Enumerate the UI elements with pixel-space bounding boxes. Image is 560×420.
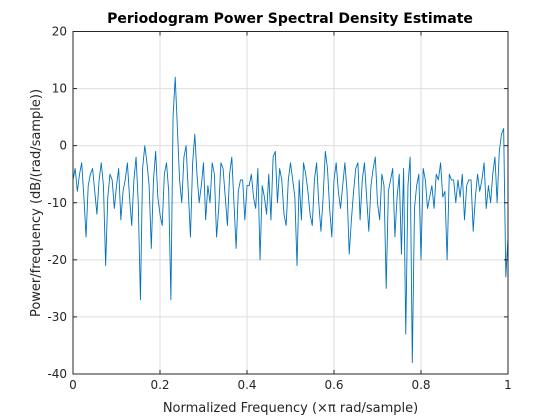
x-tick-label: 0.8 (411, 378, 430, 392)
y-tick-label: 10 (52, 82, 67, 96)
x-tick-labels: 0 0.2 0.4 0.6 0.8 1 (69, 378, 512, 392)
grid (73, 31, 508, 374)
x-tick-label: 0.2 (150, 378, 169, 392)
x-tick-label: 0.4 (237, 378, 256, 392)
y-tick-label: -10 (47, 196, 67, 210)
psd-series-line (72, 76, 509, 364)
y-tick-label: -30 (47, 310, 67, 324)
x-tick-label: 0 (69, 378, 77, 392)
x-tick-label: 0.6 (324, 378, 343, 392)
chart-title: Periodogram Power Spectral Density Estim… (107, 11, 473, 27)
x-tick-label: 1 (504, 378, 512, 392)
y-tick-label: 20 (52, 25, 67, 39)
y-tick-labels: -40 -30 -20 -10 0 10 20 (47, 25, 67, 382)
y-tick-label: -40 (47, 367, 67, 381)
ticks (72, 31, 509, 375)
series-layer (72, 76, 509, 364)
x-axis-label: Normalized Frequency (×π rad/sample) (163, 401, 418, 416)
y-axis-label: Power/frequency (dB/(rad/sample)) (29, 89, 44, 317)
y-tick-label: -20 (47, 253, 67, 267)
y-tick-label: 0 (59, 139, 67, 153)
